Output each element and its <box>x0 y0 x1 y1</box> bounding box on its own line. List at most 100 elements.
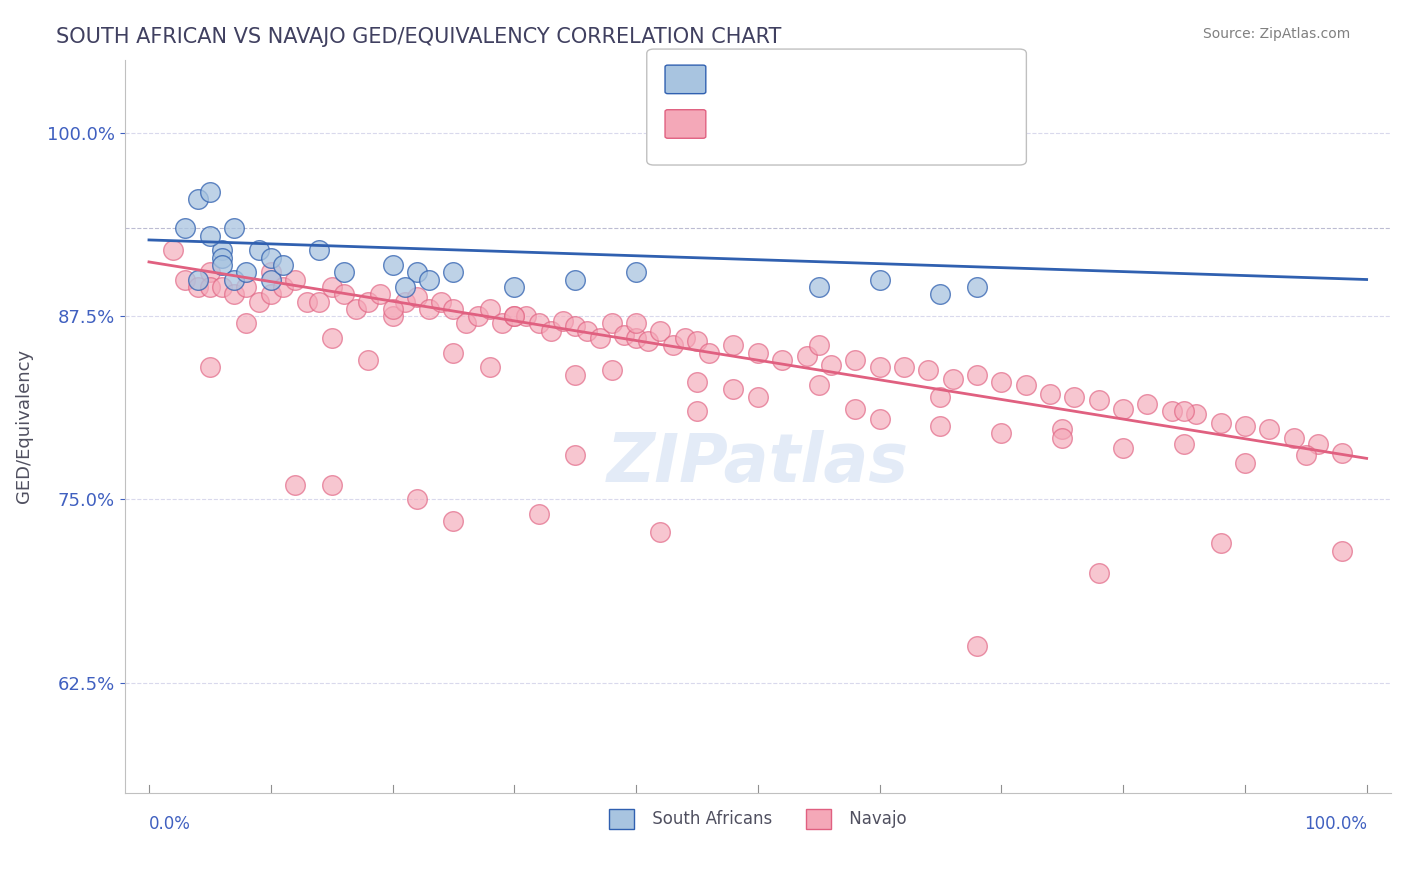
Point <box>1039 387 1062 401</box>
Point <box>211 251 233 265</box>
Point <box>162 243 184 257</box>
Point <box>1160 404 1182 418</box>
Point <box>405 290 427 304</box>
Point <box>820 358 842 372</box>
Point <box>747 346 769 360</box>
Point <box>1063 390 1085 404</box>
Point <box>807 280 830 294</box>
Point <box>284 272 307 286</box>
Point <box>869 360 891 375</box>
Text: 29: 29 <box>866 69 890 87</box>
Text: -0.117: -0.117 <box>749 69 808 87</box>
Text: N =: N = <box>830 69 860 87</box>
Point <box>198 280 221 294</box>
Point <box>869 272 891 286</box>
Point <box>381 258 404 272</box>
Point <box>1209 416 1232 430</box>
Point <box>624 317 647 331</box>
Point <box>394 294 416 309</box>
Text: -0.283: -0.283 <box>749 113 808 131</box>
Point <box>564 272 586 286</box>
Point <box>344 301 367 316</box>
Point <box>211 258 233 272</box>
Point <box>224 287 246 301</box>
Text: Source: ZipAtlas.com: Source: ZipAtlas.com <box>1202 27 1350 41</box>
Point <box>1282 431 1305 445</box>
Point <box>564 319 586 334</box>
Point <box>1306 436 1329 450</box>
Point <box>966 368 988 382</box>
Point <box>503 280 526 294</box>
Point <box>174 272 197 286</box>
Point <box>1233 456 1256 470</box>
Point <box>723 338 745 352</box>
Point <box>1295 449 1317 463</box>
Point <box>333 265 356 279</box>
Point <box>576 324 599 338</box>
Point <box>697 346 720 360</box>
Point <box>624 331 647 345</box>
Point <box>478 360 501 375</box>
Point <box>333 287 356 301</box>
Point <box>686 375 709 389</box>
Point <box>613 328 636 343</box>
Point <box>441 515 464 529</box>
Point <box>491 317 513 331</box>
Point <box>1173 404 1195 418</box>
Point <box>966 280 988 294</box>
Point <box>929 419 952 434</box>
Point <box>321 331 343 345</box>
Point <box>271 258 294 272</box>
Text: R =: R = <box>713 69 744 87</box>
Point <box>478 301 501 316</box>
Point <box>869 412 891 426</box>
Point <box>929 390 952 404</box>
Point <box>673 331 696 345</box>
Point <box>1331 543 1354 558</box>
Point <box>441 301 464 316</box>
Point <box>551 313 574 327</box>
Point <box>211 243 233 257</box>
Point <box>235 317 257 331</box>
Point <box>174 221 197 235</box>
Point <box>723 383 745 397</box>
Point <box>1209 536 1232 550</box>
Point <box>770 353 793 368</box>
Point <box>405 265 427 279</box>
Point <box>661 338 683 352</box>
Point <box>441 346 464 360</box>
Point <box>1331 445 1354 459</box>
Text: R =: R = <box>713 113 744 131</box>
Point <box>807 378 830 392</box>
Point <box>686 334 709 348</box>
Point <box>917 363 939 377</box>
Point <box>235 280 257 294</box>
Point <box>966 639 988 653</box>
Point <box>515 309 537 323</box>
Point <box>893 360 915 375</box>
Point <box>527 317 550 331</box>
Text: SOUTH AFRICAN VS NAVAJO GED/EQUIVALENCY CORRELATION CHART: SOUTH AFRICAN VS NAVAJO GED/EQUIVALENCY … <box>56 27 782 46</box>
Text: 0.0%: 0.0% <box>149 814 191 832</box>
Point <box>297 294 319 309</box>
Point <box>747 390 769 404</box>
Point <box>650 324 672 338</box>
Point <box>637 334 659 348</box>
Point <box>394 280 416 294</box>
Point <box>942 372 965 386</box>
Text: ZIPatlas: ZIPatlas <box>607 430 908 496</box>
Point <box>564 449 586 463</box>
Point <box>990 375 1012 389</box>
Point <box>260 251 283 265</box>
Point <box>418 301 440 316</box>
Point <box>1136 397 1159 411</box>
Point <box>308 243 330 257</box>
Point <box>1087 566 1109 580</box>
Point <box>260 272 283 286</box>
Point <box>271 280 294 294</box>
Point <box>527 507 550 521</box>
Point <box>381 301 404 316</box>
Point <box>1050 422 1073 436</box>
Y-axis label: GED/Equivalency: GED/Equivalency <box>15 349 32 503</box>
Text: 116: 116 <box>866 113 901 131</box>
